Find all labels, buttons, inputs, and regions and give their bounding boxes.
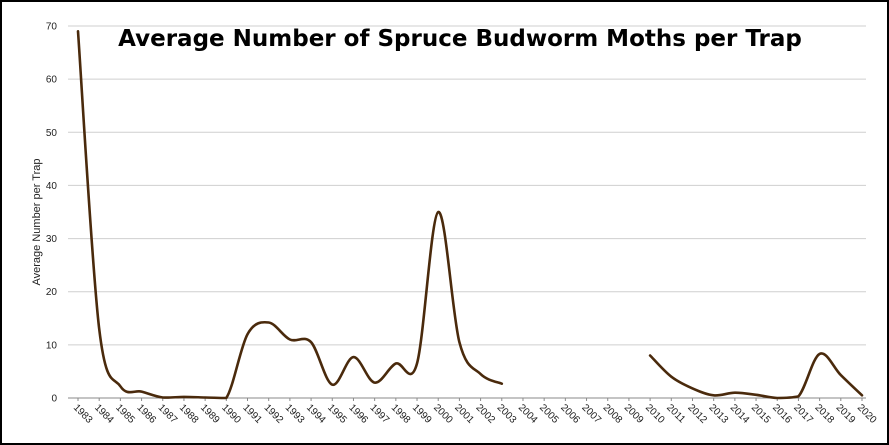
- x-tick-label: 2013: [707, 402, 731, 426]
- x-tick-label: 2001: [452, 402, 476, 426]
- x-tick-label: 1989: [198, 402, 222, 426]
- x-tick-label: 2009: [622, 402, 646, 426]
- x-tick-label: 1986: [134, 402, 158, 426]
- x-tick-label: 2005: [537, 402, 561, 426]
- x-tick-label: 1984: [92, 402, 116, 426]
- x-tick-label: 1998: [389, 402, 413, 426]
- x-tick-label: 1987: [156, 402, 180, 426]
- y-tick-label: 50: [46, 128, 58, 139]
- x-tick-label: 1991: [240, 402, 264, 426]
- x-tick-label: 2019: [834, 402, 858, 426]
- x-tick-label: 2015: [749, 402, 773, 426]
- x-tick-label: 2002: [473, 402, 497, 426]
- series-line: [648, 352, 864, 400]
- x-tick-label: 2014: [728, 402, 752, 426]
- x-tick-label: 2006: [558, 402, 582, 426]
- x-tick-label: 1999: [410, 402, 434, 426]
- x-tick-label: 2003: [495, 402, 519, 426]
- x-tick-label: 1996: [346, 402, 370, 426]
- y-tick-label: 70: [46, 22, 58, 33]
- x-tick-label: 2012: [685, 402, 709, 426]
- y-tick-label: 60: [46, 75, 58, 86]
- y-tick-label: 40: [46, 181, 58, 192]
- series-line: [76, 30, 504, 400]
- x-tick-label: 1985: [113, 402, 137, 426]
- y-axis-label: Average Number per Trap: [31, 159, 43, 286]
- x-tick-label: 1990: [219, 402, 243, 426]
- y-tick-label: 30: [46, 234, 58, 245]
- x-tick-label: 2004: [516, 402, 540, 426]
- x-tick-label: 2020: [855, 402, 879, 426]
- x-tick-label: 2017: [791, 402, 815, 426]
- x-tick-label: 1995: [325, 402, 349, 426]
- series-group: [76, 30, 864, 400]
- x-tick-label: 1993: [283, 402, 307, 426]
- x-tick-label: 1988: [177, 402, 201, 426]
- y-tick-label: 0: [51, 394, 57, 405]
- x-tick-label: 2007: [579, 402, 603, 426]
- x-tick-label: 2010: [643, 402, 667, 426]
- x-axis-ticks: 1983198419851986198719881989199019911992…: [71, 398, 879, 426]
- gridlines: [68, 25, 866, 346]
- x-tick-label: 1997: [368, 402, 392, 426]
- x-tick-label: 2008: [601, 402, 625, 426]
- x-tick-label: 1983: [71, 402, 95, 426]
- x-tick-label: 1992: [262, 402, 286, 426]
- x-tick-label: 2011: [664, 402, 687, 425]
- y-axis-ticks: 0 10 20 30 40 50 60 70: [46, 22, 58, 405]
- chart-title: Average Number of Spruce Budworm Moths p…: [118, 26, 802, 52]
- x-tick-label: 2016: [770, 402, 794, 426]
- y-tick-label: 10: [46, 340, 58, 351]
- y-tick-label: 20: [46, 287, 58, 298]
- x-tick-label: 1994: [304, 402, 328, 426]
- x-tick-label: 2000: [431, 402, 455, 426]
- x-tick-label: 2018: [813, 402, 837, 426]
